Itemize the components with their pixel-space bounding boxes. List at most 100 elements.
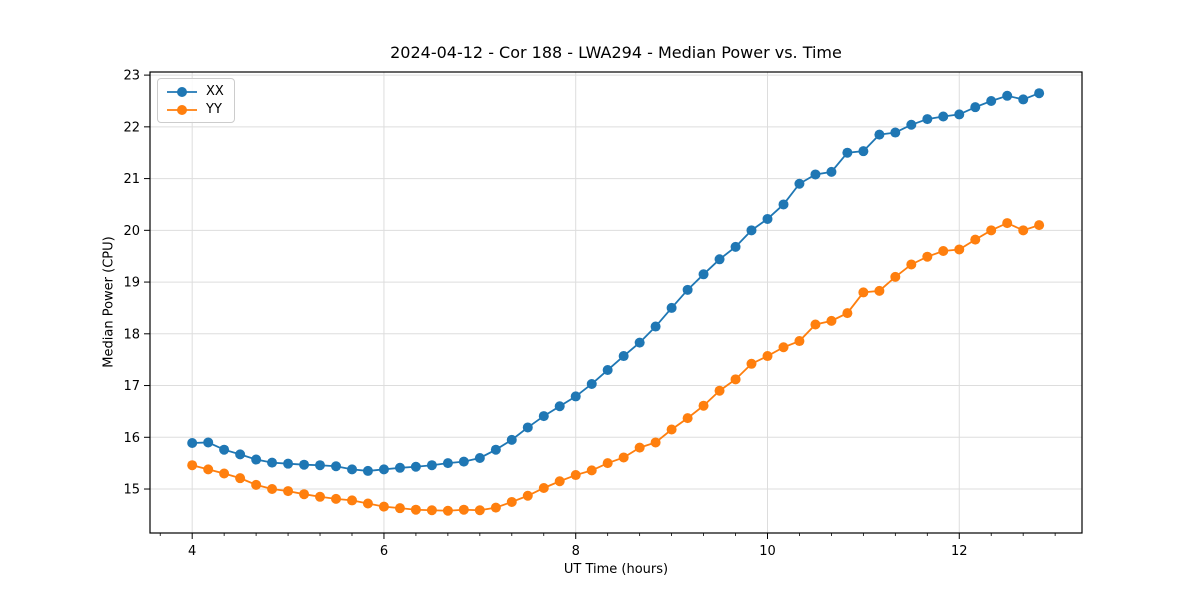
data-point-yy xyxy=(970,234,981,245)
data-point-xx xyxy=(810,169,821,180)
data-point-yy xyxy=(746,358,757,369)
data-point-yy xyxy=(890,271,901,282)
data-point-xx xyxy=(1034,88,1045,99)
data-point-yy xyxy=(714,385,725,396)
y-tick-label: 18 xyxy=(123,327,140,342)
data-point-xx xyxy=(458,456,469,467)
data-point-yy xyxy=(842,308,853,319)
data-point-xx xyxy=(906,119,917,130)
data-point-yy xyxy=(634,442,645,453)
data-point-yy xyxy=(938,246,949,257)
data-point-yy xyxy=(267,484,278,495)
data-point-xx xyxy=(362,465,373,476)
data-point-yy xyxy=(1018,225,1029,236)
data-point-xx xyxy=(618,351,629,362)
legend-line-marker-icon xyxy=(167,104,197,115)
data-point-xx xyxy=(219,444,230,455)
data-point-yy xyxy=(1034,220,1045,231)
data-point-xx xyxy=(922,114,933,125)
data-point-yy xyxy=(986,225,997,236)
data-point-yy xyxy=(778,342,789,353)
data-point-yy xyxy=(794,336,805,347)
data-point-xx xyxy=(554,401,565,412)
data-point-yy xyxy=(235,473,246,484)
data-point-xx xyxy=(315,460,326,471)
data-point-yy xyxy=(858,287,869,298)
data-point-yy xyxy=(347,495,358,506)
data-point-xx xyxy=(826,166,837,177)
data-point-yy xyxy=(906,259,917,270)
data-point-yy xyxy=(586,465,597,476)
data-point-xx xyxy=(442,458,453,469)
data-point-yy xyxy=(666,424,677,435)
data-point-yy xyxy=(1002,218,1013,229)
data-point-xx xyxy=(666,302,677,313)
data-point-xx xyxy=(394,462,405,473)
data-point-xx xyxy=(235,449,246,460)
data-point-xx xyxy=(970,102,981,113)
y-tick-label: 23 xyxy=(123,69,140,84)
data-point-yy xyxy=(410,504,421,515)
y-tick-label: 21 xyxy=(123,172,140,187)
data-point-xx xyxy=(698,269,709,280)
data-point-yy xyxy=(331,493,342,504)
data-point-xx xyxy=(490,444,501,455)
data-point-yy xyxy=(554,476,565,487)
data-point-yy xyxy=(378,501,389,512)
x-tick-label: 10 xyxy=(759,544,776,559)
data-point-yy xyxy=(698,400,709,411)
data-point-xx xyxy=(506,434,517,445)
data-point-xx xyxy=(602,365,613,376)
data-point-yy xyxy=(730,374,741,385)
data-point-xx xyxy=(634,337,645,348)
data-point-xx xyxy=(650,321,661,332)
data-point-yy xyxy=(602,458,613,469)
x-tick-label: 4 xyxy=(188,544,196,559)
plot-border xyxy=(149,71,1083,534)
data-point-yy xyxy=(442,505,453,516)
y-tick-label: 16 xyxy=(123,431,140,446)
data-point-xx xyxy=(890,127,901,138)
y-tick-label: 15 xyxy=(123,483,140,498)
data-point-xx xyxy=(426,460,437,471)
data-point-xx xyxy=(938,111,949,122)
data-point-xx xyxy=(778,199,789,210)
data-point-yy xyxy=(203,464,214,475)
data-point-yy xyxy=(618,452,629,463)
data-point-xx xyxy=(331,461,342,472)
data-point-xx xyxy=(1002,90,1013,101)
data-point-yy xyxy=(570,470,581,481)
data-point-xx xyxy=(682,284,693,295)
data-point-yy xyxy=(426,505,437,516)
data-point-xx xyxy=(410,461,421,472)
y-tick-label: 19 xyxy=(123,276,140,291)
data-point-xx xyxy=(1018,94,1029,105)
data-point-xx xyxy=(187,437,198,448)
data-point-yy xyxy=(954,244,965,255)
legend-line-marker-icon xyxy=(167,86,197,97)
data-point-xx xyxy=(283,458,294,469)
data-point-yy xyxy=(458,504,469,515)
x-tick-label: 8 xyxy=(572,544,580,559)
data-point-xx xyxy=(378,464,389,475)
legend-entry-yy: YY xyxy=(166,102,224,117)
data-point-xx xyxy=(794,178,805,189)
legend-label: YY xyxy=(206,102,222,117)
data-point-xx xyxy=(986,95,997,106)
data-point-xx xyxy=(538,411,549,422)
data-point-yy xyxy=(219,468,230,479)
y-tick-label: 20 xyxy=(123,224,140,239)
data-point-yy xyxy=(299,489,310,500)
data-point-yy xyxy=(315,491,326,502)
legend: XX YY xyxy=(157,78,235,123)
x-axis-label: UT Time (hours) xyxy=(563,562,669,577)
x-tick-label: 6 xyxy=(380,544,388,559)
data-point-xx xyxy=(586,378,597,389)
data-point-yy xyxy=(682,413,693,424)
data-point-yy xyxy=(522,490,533,501)
data-point-yy xyxy=(650,437,661,448)
data-point-yy xyxy=(490,502,501,513)
data-point-yy xyxy=(762,351,773,362)
